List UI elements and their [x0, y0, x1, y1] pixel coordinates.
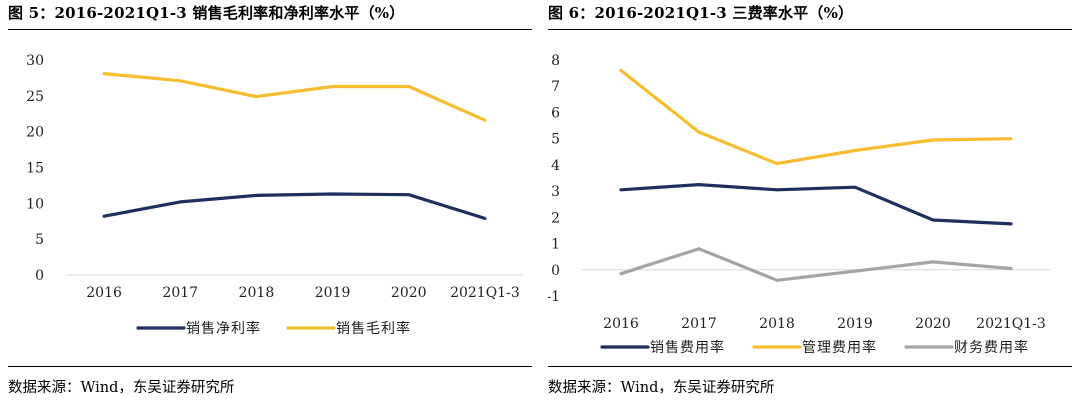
x-tick-label: 2016: [86, 285, 122, 301]
y-tick-label: 0: [551, 263, 560, 279]
y-tick-label: 0: [35, 268, 44, 284]
x-tick-label: 2018: [239, 285, 275, 301]
y-tick-label: 5: [35, 232, 44, 248]
y-tick-label: 5: [551, 132, 560, 148]
legend-label: 管理费用率: [802, 339, 877, 356]
y-tick-label: 25: [26, 89, 44, 105]
y-tick-label: 1: [551, 237, 560, 253]
y-tick-label: 4: [551, 158, 560, 174]
source-divider: [548, 366, 1072, 367]
x-tick-label: 2016: [603, 316, 639, 332]
series-line: [619, 183, 1013, 226]
x-tick-label: 2020: [915, 316, 951, 332]
y-tick-label: 10: [26, 196, 44, 212]
series-line: [619, 68, 1013, 166]
line-chart-expense-ratios: -1 0 1 2 3 4 5 6 7 8 2016 2017 2018 2019 2020 2021Q1-3 销…: [548, 53, 1050, 356]
y-tick-label: 20: [26, 125, 44, 141]
x-tick-label: 2019: [315, 285, 351, 301]
x-tick-label: 2021Q1-3: [976, 316, 1046, 332]
y-tick-label: 6: [551, 105, 560, 121]
x-tick-label: 2018: [759, 316, 795, 332]
chart-title: 图 6：2016-2021Q1-3 三费率水平（%）: [548, 4, 854, 22]
line-chart-margins: 0 5 10 15 20 25 30 2016 2017 2018 2019 2020 2021Q1-3…: [26, 53, 523, 337]
source-divider: [8, 366, 532, 367]
chart-title: 图 5：2016-2021Q1-3 销售毛利率和净利率水平（%）: [8, 4, 405, 22]
title-divider: [8, 29, 532, 30]
y-tick-label: 8: [551, 53, 560, 69]
title-divider: [548, 29, 1072, 30]
legend-label: 财务费用率: [954, 339, 1029, 356]
y-tick-label: 2: [551, 210, 560, 226]
legend-label: 销售毛利率: [336, 320, 411, 337]
chart-panel-right: 图 6：2016-2021Q1-3 三费率水平（%） -1 0 1 2 3 4 5 6 7 8 20…: [548, 0, 1072, 403]
chart-panel-left: 图 5：2016-2021Q1-3 销售毛利率和净利率水平（%） 0 5 10 15 2…: [8, 0, 532, 403]
y-tick-label: 3: [551, 184, 560, 200]
source-note: 数据来源：Wind，东吴证券研究所: [548, 380, 775, 396]
legend-label: 销售费用率: [650, 339, 725, 356]
x-tick-label: 2020: [391, 285, 427, 301]
y-tick-label: 30: [26, 53, 44, 69]
source-note: 数据来源：Wind，东吴证券研究所: [8, 380, 235, 396]
legend-label: 销售净利率: [186, 320, 261, 337]
x-tick-label: 2021Q1-3: [450, 285, 520, 301]
series-line: [619, 247, 1013, 282]
y-tick-label: 7: [551, 79, 560, 95]
y-tick-label: -1: [548, 289, 560, 305]
x-tick-label: 2019: [837, 316, 873, 332]
series-line: [102, 71, 487, 122]
x-tick-label: 2017: [162, 285, 198, 301]
x-tick-label: 2017: [681, 316, 717, 332]
y-tick-label: 15: [26, 161, 44, 177]
series-line: [102, 192, 487, 220]
